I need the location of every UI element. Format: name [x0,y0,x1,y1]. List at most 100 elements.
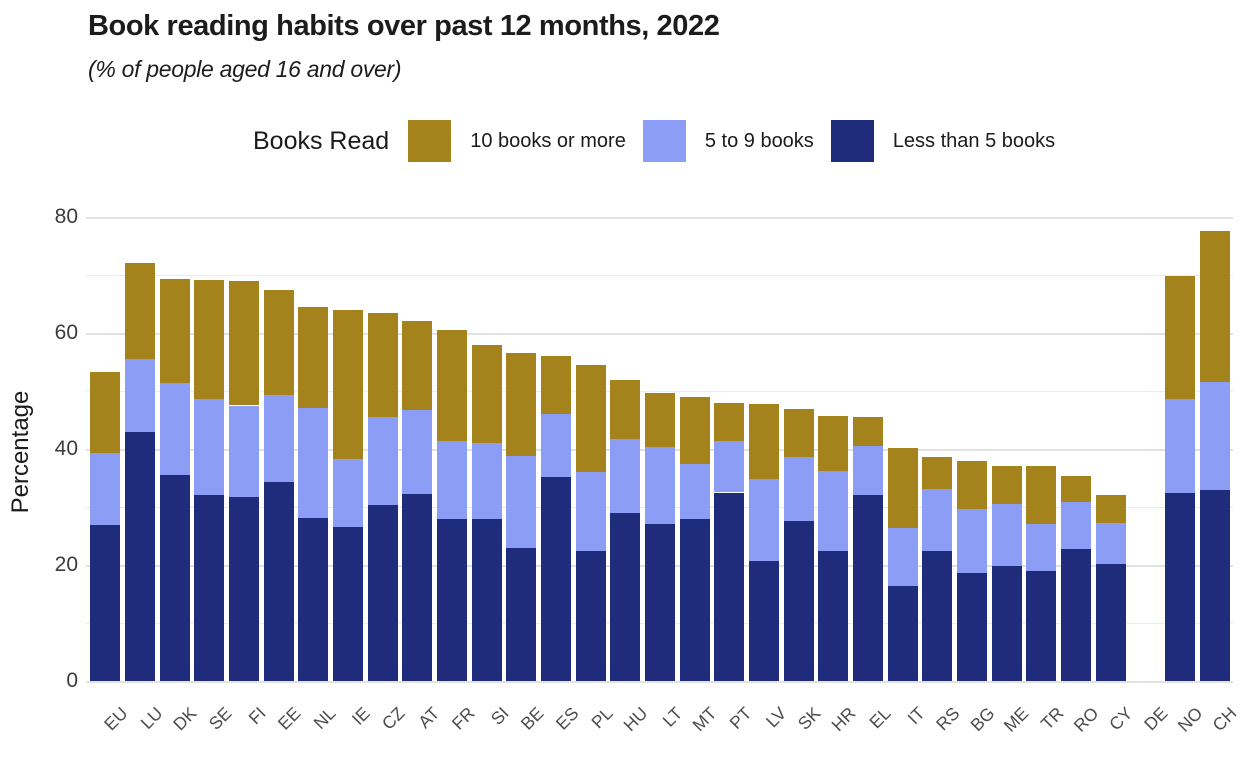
bar-segment-BE-10-books-or-more[interactable] [506,352,537,456]
bar-segment-IT-10-books-or-more[interactable] [887,447,918,528]
bar-segment-AT-less-than-5-books[interactable] [402,494,433,681]
bar-segment-NL-less-than-5-books[interactable] [298,518,329,681]
bar-segment-FI-10-books-or-more[interactable] [229,280,259,406]
bar-segment-DK-less-than-5-books[interactable] [159,474,190,681]
bar-segment-LV-less-than-5-books[interactable] [749,560,779,681]
bar-segment-CY-10-books-or-more[interactable] [1095,494,1126,523]
bar-segment-PT-less-than-5-books[interactable] [714,492,745,681]
bar-segment-LU-5-to-9-books[interactable] [125,359,155,432]
bar-segment-PT-5-to-9-books[interactable] [714,440,745,493]
bar-segment-CH-5-to-9-books[interactable] [1199,381,1230,491]
bar-segment-EE-5-to-9-books[interactable] [263,395,294,483]
bar-segment-SE-5-to-9-books[interactable] [194,399,225,496]
x-tick-label-AT: AT [414,703,444,733]
bar-segment-EU-5-to-9-books[interactable] [90,453,121,525]
bar-segment-FI-5-to-9-books[interactable] [229,405,259,498]
bar-segment-LV-5-to-9-books[interactable] [749,479,779,561]
bar-segment-SE-10-books-or-more[interactable] [194,279,225,400]
bar-segment-EU-less-than-5-books[interactable] [90,524,121,681]
bar-segment-ME-10-books-or-more[interactable] [991,465,1022,504]
bar-segment-FR-5-to-9-books[interactable] [437,440,467,520]
bar-segment-CZ-less-than-5-books[interactable] [367,504,398,681]
bar-segment-SI-5-to-9-books[interactable] [471,442,502,520]
bar-segment-TR-5-to-9-books[interactable] [1026,523,1057,572]
bar-segment-ES-less-than-5-books[interactable] [541,476,571,681]
bar-segment-RO-less-than-5-books[interactable] [1061,549,1091,681]
bar-segment-SI-10-books-or-more[interactable] [471,344,502,443]
bar-segment-ME-less-than-5-books[interactable] [991,566,1022,681]
bar-segment-LU-10-books-or-more[interactable] [125,262,155,360]
bar-segment-LV-10-books-or-more[interactable] [749,404,779,480]
bar-segment-AT-10-books-or-more[interactable] [402,321,433,410]
bar-segment-RO-10-books-or-more[interactable] [1061,475,1091,502]
bar-segment-CZ-10-books-or-more[interactable] [367,312,398,417]
bar-segment-CH-10-books-or-more[interactable] [1199,230,1230,382]
bar-segment-HU-10-books-or-more[interactable] [610,379,641,440]
bar-segment-PT-10-books-or-more[interactable] [714,403,745,441]
legend-item-10-books-or-more[interactable]: 10 books or more [408,120,626,162]
bar-segment-IT-less-than-5-books[interactable] [887,585,918,681]
bar-segment-MT-less-than-5-books[interactable] [679,518,710,681]
bar-segment-EL-5-to-9-books[interactable] [853,445,883,496]
bar-segment-LT-10-books-or-more[interactable] [645,392,675,448]
bar-segment-SE-less-than-5-books[interactable] [194,495,225,681]
bar-segment-AT-5-to-9-books[interactable] [402,409,433,495]
bar-segment-PL-less-than-5-books[interactable] [575,551,606,681]
bar-segment-IE-10-books-or-more[interactable] [333,310,363,459]
bar-segment-HR-10-books-or-more[interactable] [818,415,849,472]
bar-segment-RS-5-to-9-books[interactable] [922,489,953,552]
bar-segment-HU-5-to-9-books[interactable] [610,439,641,514]
bar-segment-RO-5-to-9-books[interactable] [1061,501,1091,550]
bar-segment-LT-less-than-5-books[interactable] [645,523,675,681]
bar-segment-CZ-5-to-9-books[interactable] [367,416,398,505]
bar-segment-NL-5-to-9-books[interactable] [298,407,329,518]
legend-item-5-to-9-books[interactable]: 5 to 9 books [642,120,814,162]
bar-segment-DK-10-books-or-more[interactable] [159,279,190,384]
bar-segment-NO-less-than-5-books[interactable] [1165,493,1195,681]
bar-segment-SI-less-than-5-books[interactable] [471,519,502,681]
bar-segment-TR-10-books-or-more[interactable] [1026,466,1057,524]
bar-segment-NO-10-books-or-more[interactable] [1165,275,1195,400]
bar-segment-FR-less-than-5-books[interactable] [437,519,467,681]
bar-segment-SK-10-books-or-more[interactable] [783,408,814,458]
bar-segment-EE-10-books-or-more[interactable] [263,290,294,396]
bar-segment-SK-5-to-9-books[interactable] [783,457,814,521]
bar-segment-BG-less-than-5-books[interactable] [957,572,987,681]
bar-segment-HR-5-to-9-books[interactable] [818,471,849,552]
bar-segment-MT-5-to-9-books[interactable] [679,464,710,519]
bar-segment-IT-5-to-9-books[interactable] [887,527,918,586]
bar-segment-RS-10-books-or-more[interactable] [922,457,953,489]
bar-segment-IE-5-to-9-books[interactable] [333,458,363,528]
bar-segment-ME-5-to-9-books[interactable] [991,503,1022,567]
bar-segment-PL-10-books-or-more[interactable] [575,365,606,472]
bar-segment-HR-less-than-5-books[interactable] [818,551,849,681]
bar-segment-NL-10-books-or-more[interactable] [298,307,329,408]
bar-segment-FI-less-than-5-books[interactable] [229,497,259,681]
bar-segment-BE-less-than-5-books[interactable] [506,547,537,681]
bar-segment-NO-5-to-9-books[interactable] [1165,399,1195,494]
bar-segment-SK-less-than-5-books[interactable] [783,520,814,681]
bar-segment-PL-5-to-9-books[interactable] [575,471,606,552]
bar-segment-HU-less-than-5-books[interactable] [610,513,641,681]
bar-segment-CY-5-to-9-books[interactable] [1095,522,1126,565]
bar-segment-EU-10-books-or-more[interactable] [90,372,121,454]
bar-segment-CY-less-than-5-books[interactable] [1095,564,1126,681]
bar-segment-MT-10-books-or-more[interactable] [679,397,710,465]
bar-segment-LT-5-to-9-books[interactable] [645,447,675,524]
bar-segment-ES-5-to-9-books[interactable] [541,413,571,477]
legend-item-less-than-5-books[interactable]: Less than 5 books [830,120,1055,162]
bar-segment-CH-less-than-5-books[interactable] [1199,490,1230,681]
bar-segment-EL-less-than-5-books[interactable] [853,495,883,681]
bar-segment-TR-less-than-5-books[interactable] [1026,571,1057,681]
bar-segment-BG-10-books-or-more[interactable] [957,460,987,509]
bar-segment-RS-less-than-5-books[interactable] [922,551,953,681]
bar-segment-BE-5-to-9-books[interactable] [506,455,537,548]
bar-segment-DK-5-to-9-books[interactable] [159,383,190,475]
bar-segment-EE-less-than-5-books[interactable] [263,482,294,681]
bar-segment-FR-10-books-or-more[interactable] [437,330,467,441]
bar-segment-EL-10-books-or-more[interactable] [853,417,883,446]
bar-segment-BG-5-to-9-books[interactable] [957,508,987,573]
bar-segment-LU-less-than-5-books[interactable] [125,431,155,681]
bar-segment-ES-10-books-or-more[interactable] [541,356,571,414]
bar-segment-IE-less-than-5-books[interactable] [333,527,363,681]
